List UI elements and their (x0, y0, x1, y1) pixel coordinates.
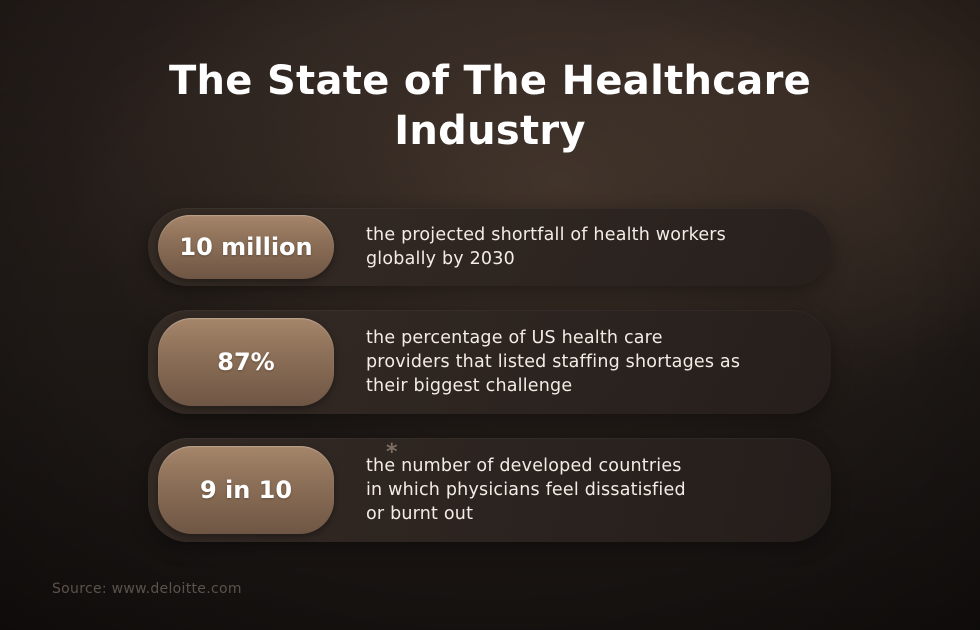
title-line-1: The State of The Healthcare (168, 58, 812, 104)
stat-card-staffing: 87% the percentage of US health care pro… (148, 310, 831, 414)
stat-value-pill: 87% (158, 318, 334, 406)
stat-card-burnout: 9 in 10 the number of developed countrie… (148, 438, 831, 542)
stat-description-line: the projected shortfall of health worker… (366, 225, 726, 245)
stat-description-line: the percentage of US health care (366, 328, 663, 348)
stat-card-shortfall: 10 million the projected shortfall of he… (148, 208, 831, 286)
stat-description-line: providers that listed staffing shortages… (366, 352, 741, 372)
stat-description-line: globally by 2030 (366, 249, 515, 269)
title-line-2: Industry (394, 108, 586, 154)
asterisk-mark: * (386, 440, 398, 465)
stat-description: the projected shortfall of health worker… (366, 223, 791, 271)
stat-description-line: or burnt out (366, 504, 474, 524)
stat-description-line: the number of developed countries (366, 456, 682, 476)
stat-description-line: their biggest challenge (366, 376, 573, 396)
stat-description-line: in which physicians feel dissatisfied (366, 480, 686, 500)
stat-value-pill: 9 in 10 (158, 446, 334, 534)
source-credit: Source: www.deloitte.com (52, 581, 242, 597)
stat-description: the percentage of US health care provide… (366, 326, 791, 398)
page-title: The State of The Healthcare Industry (0, 56, 980, 156)
stat-description: the number of developed countries in whi… (366, 454, 791, 526)
stat-value-pill: 10 million (158, 215, 334, 279)
